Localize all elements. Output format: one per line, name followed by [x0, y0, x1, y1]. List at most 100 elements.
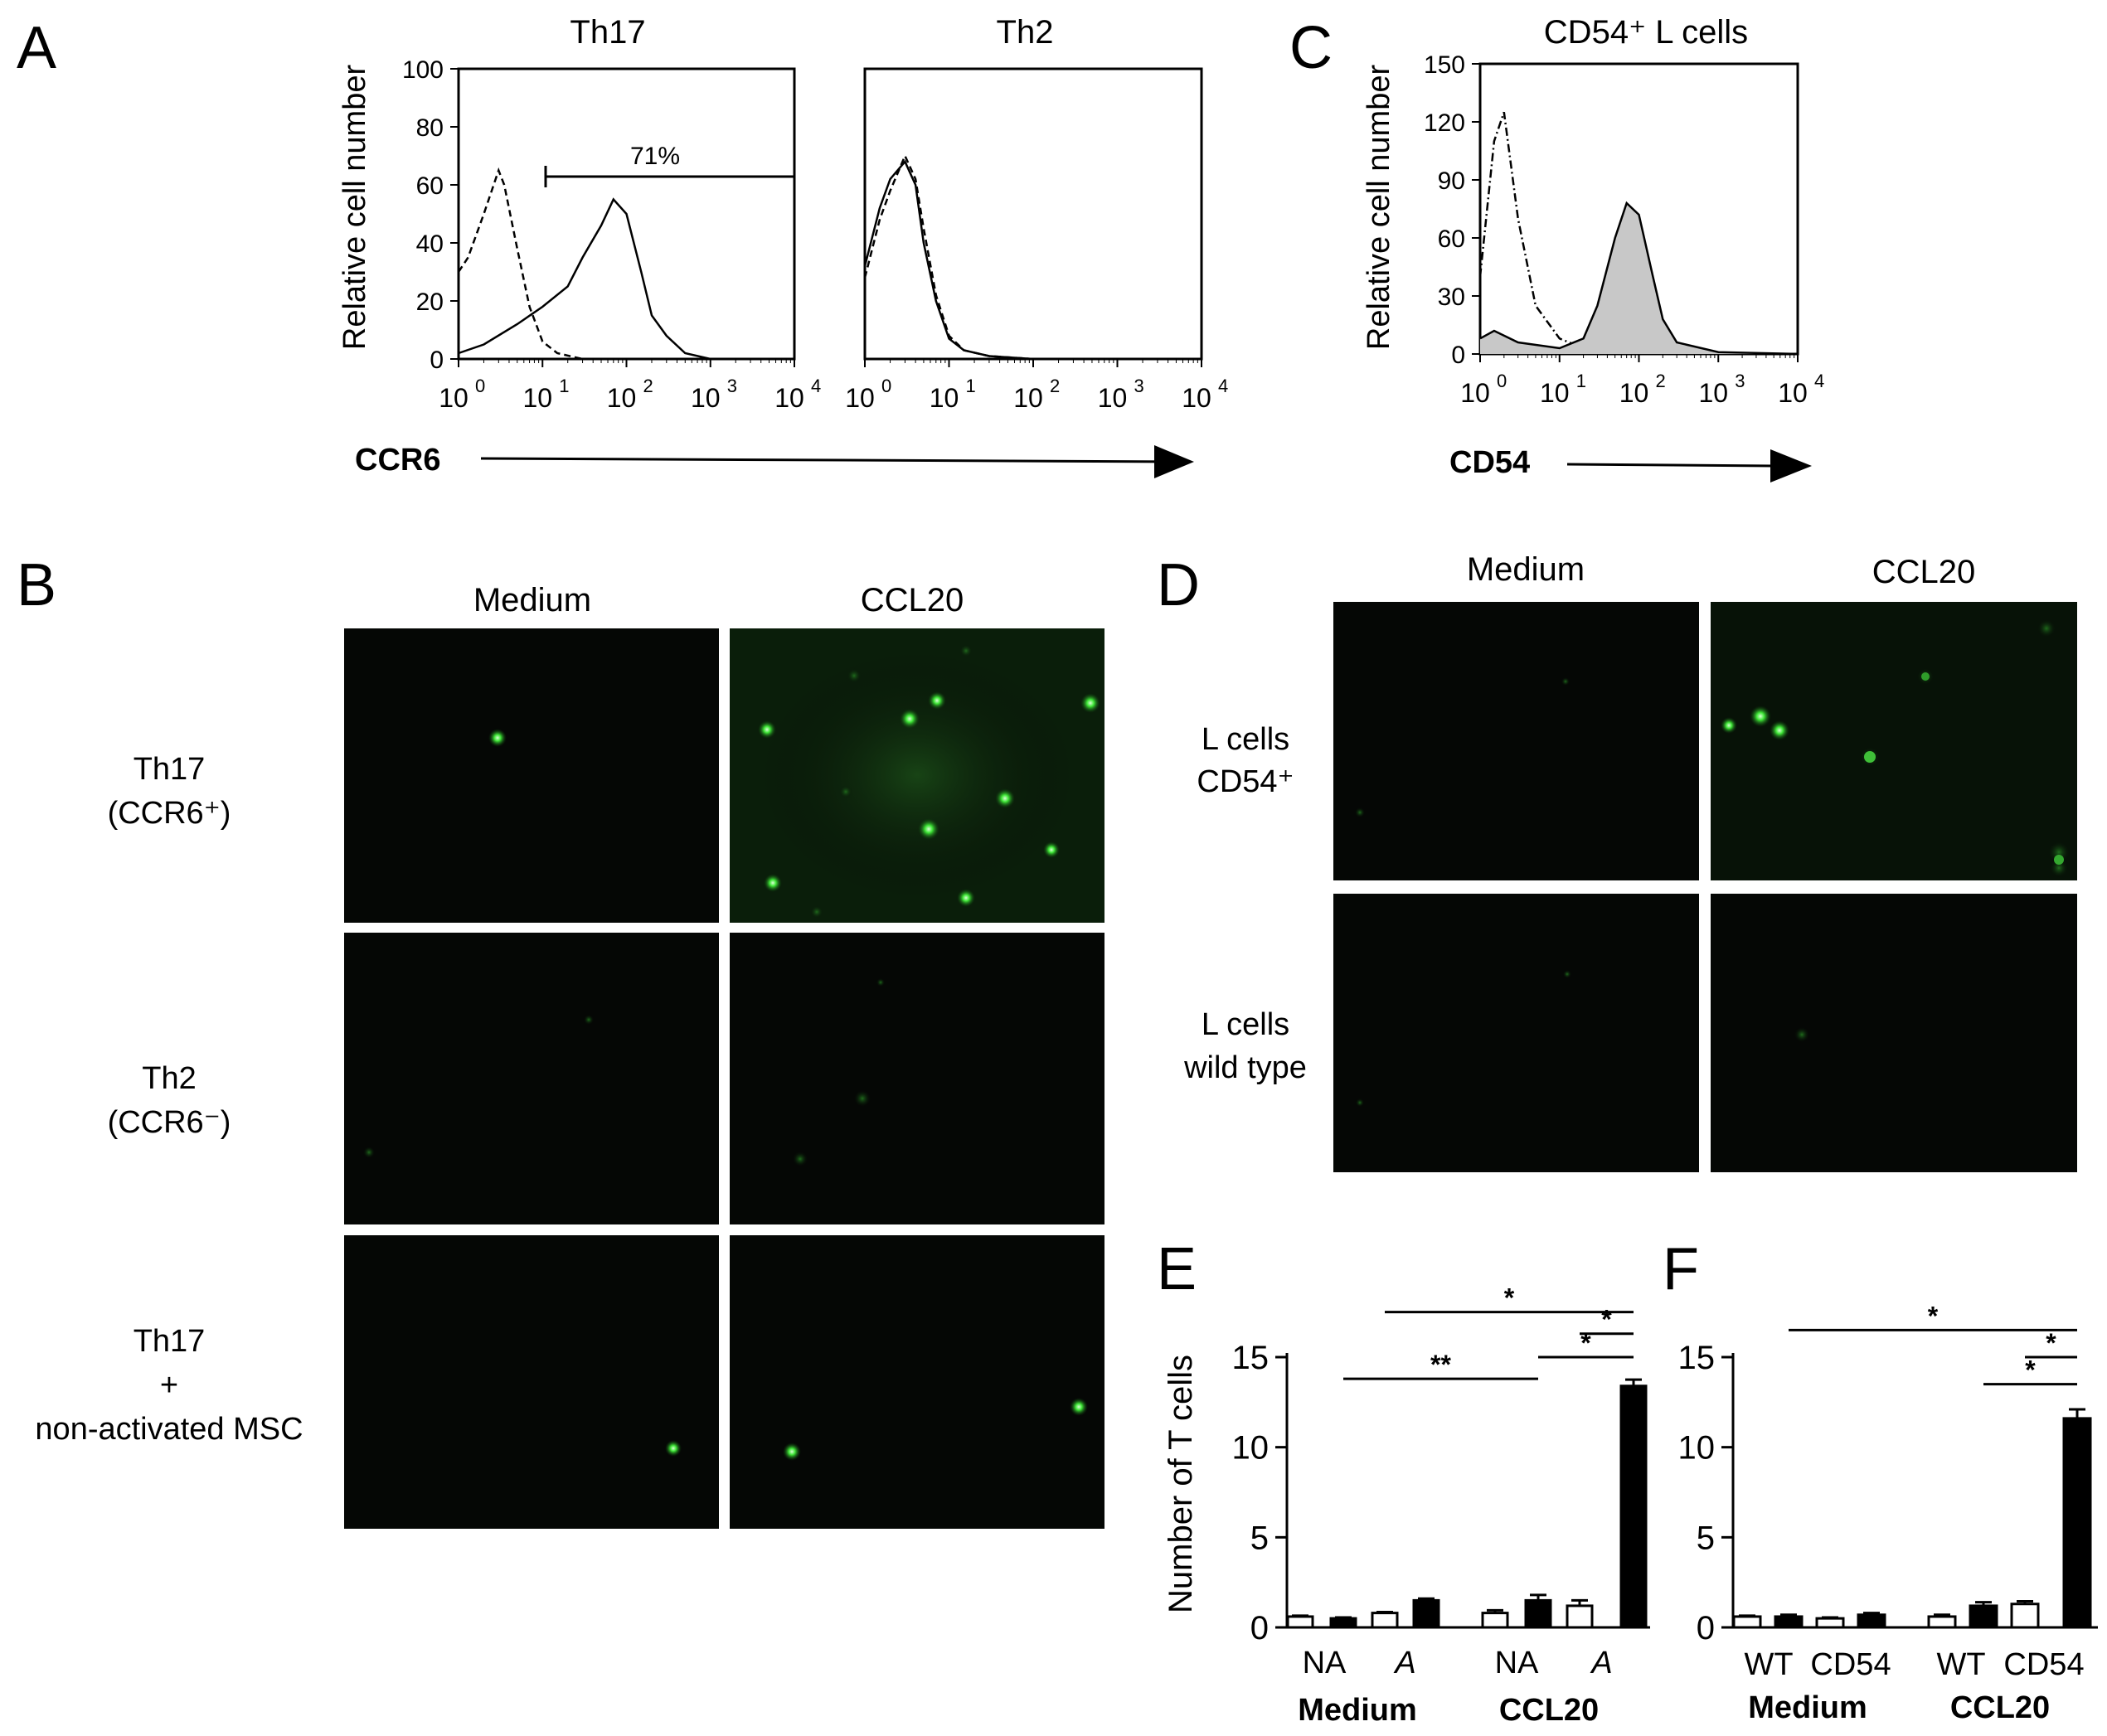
micrograph-th17-medium	[344, 628, 719, 923]
chart-f-bar-black	[1774, 1615, 1804, 1629]
chart-e-x-label: A	[1393, 1646, 1415, 1680]
chart-e-bar-white	[1481, 1612, 1509, 1629]
panel-b-row3-line3: non-activated MSC	[35, 1412, 303, 1447]
th2-x-tick-exponent: 3	[1134, 376, 1144, 396]
chart-e-y-axis-label: Number of T cells	[1163, 1355, 1199, 1613]
cd54-x-tick-exponent: 3	[1735, 371, 1745, 391]
th17-y-tick-label: 40	[416, 230, 444, 258]
panel-b-col-ccl20: CCL20	[861, 582, 964, 618]
plot-frame-th2	[863, 67, 1203, 361]
th17-y-tick-label: 100	[402, 56, 444, 84]
micrograph-th2-medium	[344, 933, 719, 1224]
chart-f-x-label: WT	[1744, 1647, 1793, 1682]
chart-f-y-tick-label: 15	[1678, 1340, 1716, 1376]
chart-f-bar-black	[1969, 1604, 1998, 1629]
chart-e-significance-mark: *	[1601, 1305, 1612, 1335]
micrograph-th17-ccl20	[730, 628, 1104, 923]
cd54-x-tick-label: 10	[1540, 378, 1570, 408]
chart-e-bar-white	[1371, 1612, 1399, 1629]
cd54-arrowhead	[1770, 449, 1812, 482]
micrograph-th17-msc-medium	[344, 1235, 719, 1529]
cd54-y-tick-label: 0	[1451, 342, 1465, 369]
histogram-th2: Th2 10 0 10 1 10 2 10 3 10 4	[845, 14, 1228, 413]
chart-e-bar-white	[1566, 1604, 1594, 1629]
cd54-x-tick-label: 10	[1460, 378, 1490, 408]
micrograph-th17-msc-ccl20	[730, 1235, 1104, 1529]
chart-f-x-label: CD54	[2003, 1647, 2084, 1682]
chart-f-significance: * * *	[1789, 1301, 2077, 1386]
chart-f-x-label: CD54	[1810, 1647, 1891, 1682]
panel-d-row1-line1: L cells	[1202, 722, 1289, 757]
chart-f-y-tick-label: 10	[1678, 1430, 1716, 1467]
chart-e-bar-black	[1412, 1598, 1440, 1629]
chart-e-y-tick-label: 10	[1232, 1430, 1270, 1467]
panel-d-col-ccl20: CCL20	[1872, 554, 1976, 590]
chart-f-bar-white	[1927, 1615, 1957, 1629]
cd54-x-tick-exponent: 0	[1497, 371, 1507, 391]
chart-f-x-labels: WT CD54 WT CD54	[1744, 1647, 2084, 1682]
chart-f-significance-mark: *	[2046, 1328, 2056, 1358]
cd54-y-tick-label: 60	[1438, 225, 1465, 253]
panel-b-row2-line1: Th2	[142, 1061, 196, 1096]
x-ticks-th2: 10 0 10 1 10 2 10 3 10 4	[845, 359, 1228, 413]
panel-letter-f: F	[1663, 1236, 1699, 1302]
chart-f-bar-white	[1732, 1615, 1762, 1629]
chart-e-group-ccl20: CCL20	[1499, 1693, 1599, 1728]
chart-e-bar-black	[1524, 1598, 1552, 1629]
cd54-x-tick-exponent: 2	[1656, 371, 1666, 391]
ccr6-arrowhead	[1154, 445, 1194, 478]
ccr6-arrow	[480, 457, 1187, 463]
chart-f-axes: 15 10 5 0	[1678, 1340, 2098, 1646]
th2-x-tick-label: 10	[845, 383, 875, 413]
plot-title-th2: Th2	[997, 14, 1054, 51]
cd54-curve-fill	[1480, 203, 1798, 354]
micrograph-lcd54-ccl20	[1711, 602, 2077, 880]
panel-letter-b: B	[17, 552, 56, 618]
cd54-y-tick-label: 90	[1438, 167, 1465, 195]
chart-f-bars	[1732, 1408, 2092, 1629]
cd54-x-tick-label: 10	[1619, 378, 1649, 408]
th17-x-tick-label: 10	[774, 383, 804, 413]
panel-d-col-medium: Medium	[1467, 551, 1585, 588]
th17-x-tick-label: 10	[691, 383, 721, 413]
chart-e-x-label: A	[1590, 1646, 1612, 1680]
x-ticks-th17: 10 0 10 1 10 2 10 3 10 4	[439, 359, 821, 413]
cd54-y-tick-label: 150	[1424, 51, 1465, 79]
panel-d: Medium CCL20 L cells CD54⁺ L cells wild …	[1183, 551, 2077, 1172]
panel-b-col-medium: Medium	[473, 582, 591, 618]
chart-f-bar-white	[2010, 1603, 2040, 1629]
x-ticks-cd54: 10 0 10 1 10 2 10 3 10 4	[1460, 354, 1824, 408]
cd54-y-tick-label: 120	[1424, 109, 1465, 137]
th2-curve-solid	[863, 159, 1202, 361]
micrograph-th2-ccl20	[730, 933, 1104, 1224]
th17-y-tick-label: 20	[416, 289, 444, 316]
th2-x-tick-exponent: 1	[966, 376, 976, 396]
panel-letter-d: D	[1157, 552, 1200, 618]
th17-x-tick-label: 10	[607, 383, 637, 413]
chart-f-x-label: WT	[1936, 1647, 1985, 1682]
th17-x-tick-label: 10	[522, 383, 552, 413]
th2-x-tick-label: 10	[930, 383, 959, 413]
chart-e-x-labels: NA A NA A	[1303, 1646, 1613, 1680]
chart-e-significance: *****	[1343, 1283, 1634, 1380]
panel-c-title: CD54⁺ L cells	[1544, 14, 1748, 51]
th17-x-tick-exponent: 2	[643, 376, 653, 396]
th17-y-tick-label: 60	[416, 172, 444, 200]
chart-f-y-tick-label: 5	[1697, 1520, 1715, 1556]
panel-c-y-axis-label: Relative cell number	[1362, 65, 1396, 351]
cd54-arrow	[1566, 463, 1775, 468]
panel-d-row2-line2: wild type	[1183, 1050, 1307, 1085]
chart-e-bar-white	[1286, 1615, 1314, 1629]
chart-f-significance-mark: *	[1928, 1301, 1939, 1331]
panel-b-row1-line2: (CCR6⁺)	[108, 796, 231, 831]
chart-f-bar-black	[2062, 1417, 2092, 1629]
th17-x-tick-exponent: 4	[811, 376, 821, 396]
th17-y-tick-label: 0	[430, 347, 444, 374]
chart-e-x-label: NA	[1495, 1646, 1539, 1680]
chart-f-significance-mark: *	[2025, 1355, 2036, 1385]
chart-e-y-tick-label: 15	[1232, 1340, 1270, 1376]
th17-x-tick-exponent: 0	[475, 376, 485, 396]
th17-y-tick-label: 80	[416, 114, 444, 142]
